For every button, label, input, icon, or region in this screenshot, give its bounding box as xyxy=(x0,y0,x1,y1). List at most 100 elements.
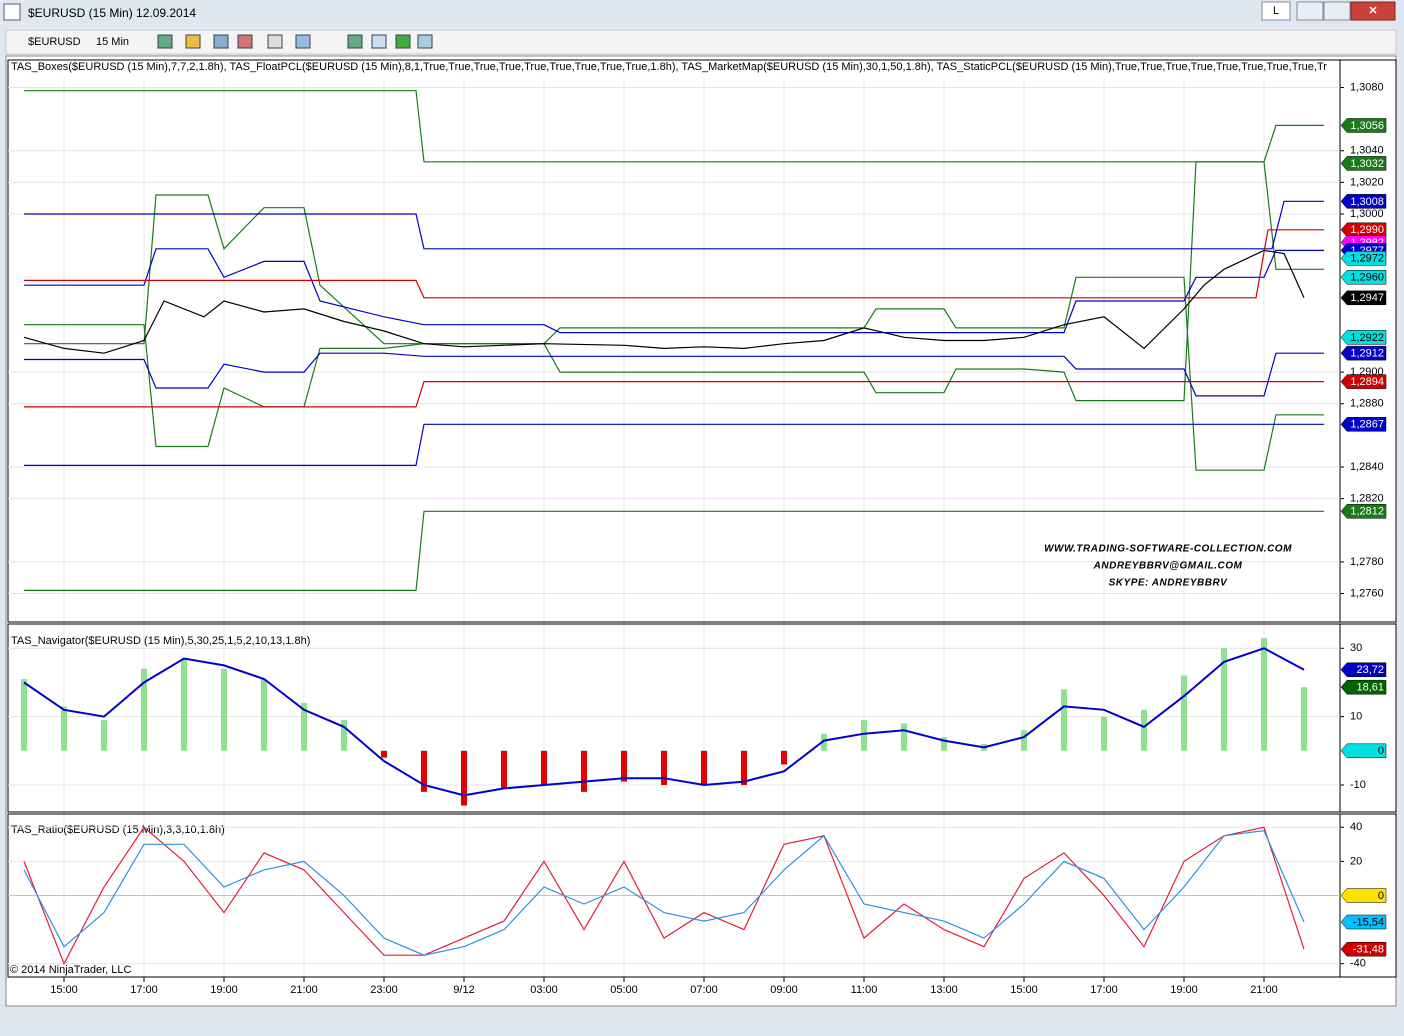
indicator-label: TAS_Boxes($EURUSD (15 Min),7,7,2,1.8h), … xyxy=(11,61,1327,73)
price-label: 0 xyxy=(1378,745,1384,757)
histogram-bar xyxy=(581,750,587,792)
price-label: 1,2947 xyxy=(1350,292,1384,304)
series-line xyxy=(24,200,1324,250)
plot: 15:00 17:00 19:00 21:00 23:00 9/12 03:00 05:00 0… xyxy=(7,59,1397,996)
price-label: 23,72 xyxy=(1356,664,1384,676)
histogram-bar xyxy=(141,668,147,751)
histogram-bar xyxy=(621,750,627,782)
instrument-selector[interactable]: $EURUSD xyxy=(28,36,81,48)
x-tick-label: 19:00 xyxy=(210,984,238,996)
price-label-box xyxy=(1340,662,1387,677)
maximize-button[interactable] xyxy=(1323,1,1351,21)
price-label: 0 xyxy=(1378,890,1384,902)
link-button[interactable] xyxy=(1261,1,1291,21)
tool-icon[interactable] xyxy=(237,34,253,49)
histogram-bar xyxy=(1261,638,1267,751)
price-label-box xyxy=(1340,914,1387,930)
price-label: 1,3008 xyxy=(1350,196,1384,208)
histogram-bar xyxy=(1181,675,1187,751)
status-bar xyxy=(0,1008,1404,1036)
y-tick-label: 1,2760 xyxy=(1350,587,1384,599)
x-tick-label: 17:00 xyxy=(130,984,158,996)
price-label-box xyxy=(1340,290,1387,306)
tool-icon[interactable] xyxy=(395,34,411,49)
histogram-bar xyxy=(21,679,27,751)
indicator-label: TAS_Ratio($EURUSD (15 Min),3,3,10,1.8h) xyxy=(11,824,225,836)
price-label: -31,48 xyxy=(1353,944,1384,956)
watermark: SKYPE: ANDREYBBRV xyxy=(1109,578,1229,589)
price-label-box xyxy=(1340,374,1387,389)
y-tick-label: 1,3040 xyxy=(1350,145,1384,157)
price-label: 18,61 xyxy=(1356,682,1384,694)
y-tick-label: 1,2780 xyxy=(1350,556,1384,568)
histogram-bar xyxy=(221,668,227,751)
app-icon xyxy=(3,3,21,21)
histogram-bar xyxy=(701,750,707,785)
y-tick-label: -40 xyxy=(1350,958,1366,970)
tool-icon[interactable] xyxy=(417,34,433,49)
x-tick-label: 15:00 xyxy=(1010,984,1038,996)
histogram-bar xyxy=(1061,689,1067,751)
x-tick-label: 21:00 xyxy=(290,984,318,996)
y-tick-label: 1,2840 xyxy=(1350,461,1384,473)
price-label-box xyxy=(1340,345,1387,361)
panel xyxy=(7,59,1397,623)
series-line xyxy=(24,90,1324,163)
histogram-bar xyxy=(501,750,507,789)
tool-icon[interactable] xyxy=(157,34,173,49)
tool-icon[interactable] xyxy=(267,34,283,49)
close-icon[interactable]: ✕ xyxy=(1368,5,1377,17)
x-tick-label: 07:00 xyxy=(690,984,718,996)
series-line xyxy=(23,249,1305,354)
price-label: 1,2912 xyxy=(1350,348,1384,360)
watermark: ANDREYBBRV@GMAIL.COM xyxy=(1093,561,1243,572)
copyright: © 2014 NinjaTrader, LLC xyxy=(10,964,131,976)
histogram-bar xyxy=(1301,687,1307,751)
price-label: 1,3032 xyxy=(1350,158,1384,170)
tool-icon[interactable] xyxy=(371,34,387,49)
close-button[interactable] xyxy=(1350,1,1396,21)
price-label: 1,2922 xyxy=(1350,332,1384,344)
histogram-bar xyxy=(741,750,747,785)
x-tick-label: 11:00 xyxy=(851,984,878,996)
y-tick-label: 30 xyxy=(1350,642,1362,654)
price-label: 1,3056 xyxy=(1350,120,1384,132)
price-label: -15,54 xyxy=(1353,916,1384,928)
y-tick-label: 1,3000 xyxy=(1350,208,1384,220)
y-tick-label: 40 xyxy=(1350,821,1362,833)
series-line xyxy=(23,826,1305,966)
histogram-bar xyxy=(181,658,187,751)
histogram-bar xyxy=(861,720,867,751)
minimize-button[interactable] xyxy=(1296,1,1324,21)
watermark: WWW.TRADING-SOFTWARE-COLLECTION.COM xyxy=(1044,544,1292,555)
link-button-label[interactable]: L xyxy=(1273,5,1279,17)
x-tick-label: 9/12 xyxy=(453,984,474,996)
price-label-box xyxy=(1340,679,1387,695)
price-label: 1,2894 xyxy=(1350,376,1384,388)
series-line xyxy=(24,510,1324,591)
histogram-bar xyxy=(61,706,67,751)
tool-icon[interactable] xyxy=(185,34,201,49)
series-line xyxy=(24,161,1324,402)
histogram-bar xyxy=(301,702,307,751)
tool-icon[interactable] xyxy=(213,34,229,49)
y-tick-label: -10 xyxy=(1350,779,1366,791)
tool-icon[interactable] xyxy=(295,34,311,49)
x-tick-label: 05:00 xyxy=(610,984,638,996)
price-label-box xyxy=(1340,941,1387,957)
tool-icon[interactable] xyxy=(347,34,363,49)
y-tick-label: 1,2820 xyxy=(1350,493,1384,505)
price-label-box xyxy=(1340,330,1387,345)
y-tick-label: 10 xyxy=(1350,711,1362,723)
histogram-bar xyxy=(341,720,347,751)
price-label: 1,2812 xyxy=(1350,506,1384,518)
interval-selector[interactable]: 15 Min xyxy=(96,36,129,48)
x-tick-label: 19:00 xyxy=(1170,984,1198,996)
price-label: 1,2960 xyxy=(1350,272,1384,284)
x-tick-label: 13:00 xyxy=(930,984,958,996)
price-label-box xyxy=(1340,156,1387,171)
x-tick-label: 03:00 xyxy=(530,984,558,996)
price-label-box xyxy=(1340,417,1387,432)
chart-area xyxy=(5,55,1397,1007)
y-tick-label: 20 xyxy=(1350,855,1362,867)
